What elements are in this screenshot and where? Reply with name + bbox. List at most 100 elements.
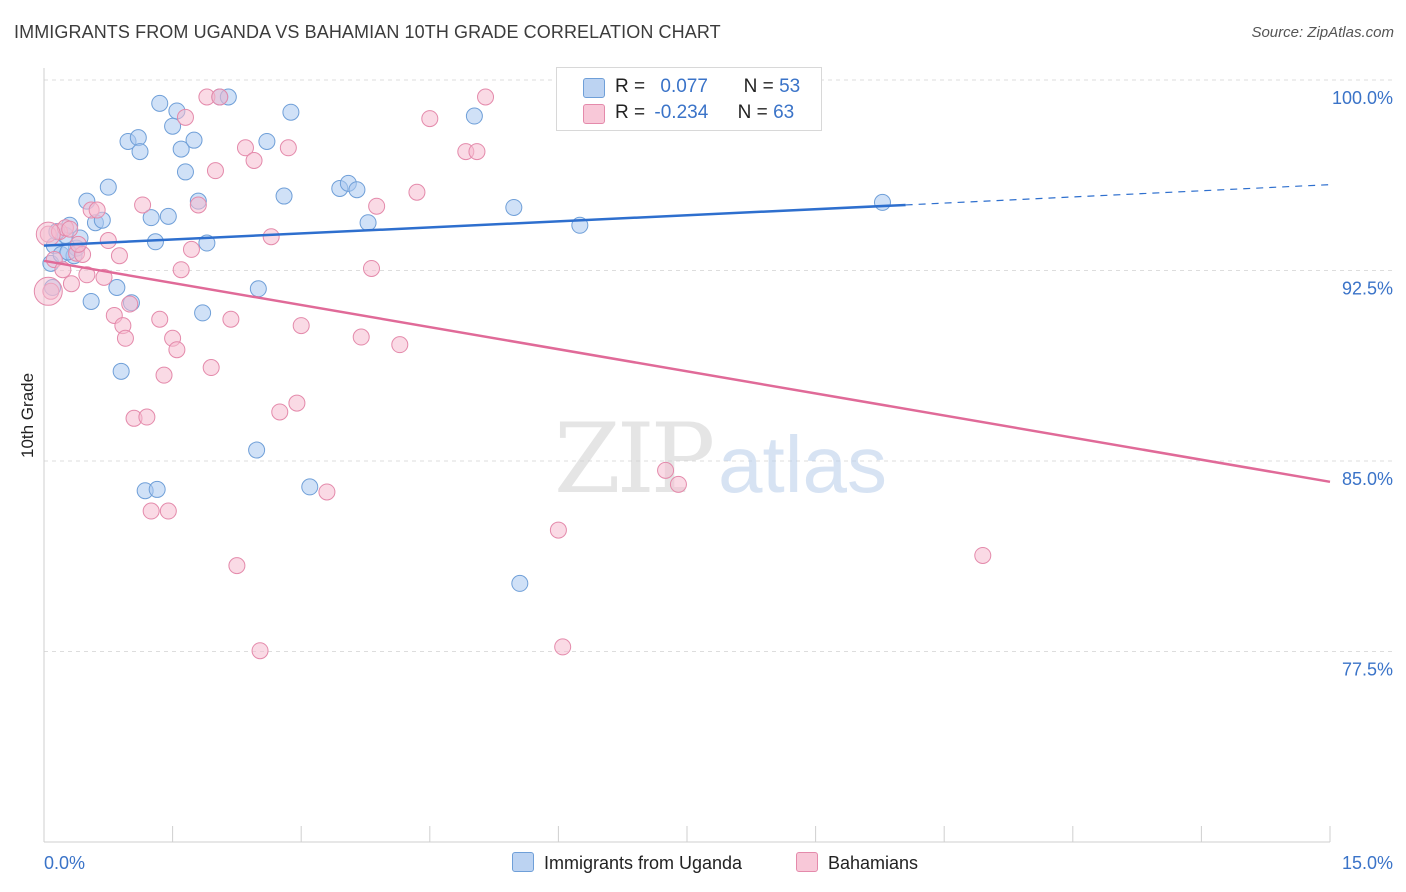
bahamian-point xyxy=(251,642,269,660)
bahamian-point xyxy=(116,329,134,347)
uganda-point xyxy=(112,362,130,380)
bahamian-point xyxy=(554,638,572,656)
bahamian-point xyxy=(222,310,240,328)
bahamian-point xyxy=(363,259,381,277)
y-axis-label: 10th Grade xyxy=(18,372,37,458)
x-tick-label: 0.0% xyxy=(44,853,85,873)
uganda-point xyxy=(142,209,160,227)
uganda-point xyxy=(129,129,147,147)
bahamian-point xyxy=(408,183,426,201)
uganda-point xyxy=(282,103,300,121)
bahamian-point xyxy=(182,240,200,258)
bahamian-point xyxy=(292,317,310,335)
uganda-trend-line xyxy=(43,203,906,247)
y-tick-label: 85.0% xyxy=(1342,469,1393,489)
legend-n-value-bahamas: 63 xyxy=(773,102,795,123)
bottom-legend-label-uganda: Immigrants from Uganda xyxy=(544,853,743,873)
uganda-point xyxy=(465,107,483,125)
uganda-point xyxy=(301,478,319,496)
axes xyxy=(43,68,1331,843)
bahamian-point xyxy=(202,359,220,377)
bahamian-point xyxy=(78,266,96,284)
bahamian-point xyxy=(176,108,194,126)
bahamian-point xyxy=(477,88,495,106)
uganda-point xyxy=(511,574,529,592)
bahamian-point xyxy=(657,461,675,479)
bahamian-point xyxy=(95,268,113,286)
bahamian-point xyxy=(271,403,289,421)
uganda-point xyxy=(131,143,149,161)
legend-r-label: R = xyxy=(615,76,646,97)
bahamian-point xyxy=(142,502,160,520)
bottom-legend-uganda: Immigrants from Uganda xyxy=(512,852,742,874)
legend-n-value-uganda: 53 xyxy=(779,76,801,97)
bahamian-point xyxy=(121,295,139,313)
bahamian-point xyxy=(279,139,297,157)
source-credit: Source: ZipAtlas.com xyxy=(1251,24,1394,41)
uganda-point xyxy=(505,198,523,216)
bahamian-point xyxy=(61,220,79,238)
bahamian-point xyxy=(99,232,117,250)
uganda-point xyxy=(275,187,293,205)
uganda-point xyxy=(99,178,117,196)
bottom-legend-swatch-uganda xyxy=(512,852,534,872)
uganda-point xyxy=(172,140,190,158)
bahamian-point xyxy=(159,502,177,520)
legend-r-value-bahamas: -0.234 xyxy=(654,102,709,123)
bahamian-cluster-point xyxy=(35,221,61,247)
bottom-legend-bahamas: Bahamians xyxy=(796,852,918,874)
bahamian-point xyxy=(138,408,156,426)
bahamian-point xyxy=(288,394,306,412)
uganda-point xyxy=(159,207,177,225)
bahamian-point xyxy=(110,247,128,265)
uganda-point xyxy=(108,279,126,296)
legend-swatch-bahamas xyxy=(583,104,605,124)
y-tick-label: 92.5% xyxy=(1342,279,1393,299)
uganda-point xyxy=(185,131,203,149)
watermark-atlas: atlas xyxy=(718,420,887,509)
bahamian-point xyxy=(88,201,106,219)
uganda-point xyxy=(82,292,100,310)
bahamian-point xyxy=(421,110,439,128)
uganda-trend-extension xyxy=(905,184,1331,206)
legend-r-value-uganda: 0.077 xyxy=(660,76,708,97)
uganda-point xyxy=(873,193,891,211)
bahamian-point xyxy=(262,228,280,246)
grid-lines xyxy=(44,79,1392,652)
bahamian-point xyxy=(228,557,246,575)
bahamian-point xyxy=(168,341,186,359)
uganda-point xyxy=(176,163,194,181)
bahamian-point xyxy=(62,275,80,293)
bottom-legend-swatch-bahamas xyxy=(796,852,818,872)
bahamian-point xyxy=(151,310,169,328)
uganda-point xyxy=(151,94,169,112)
bahamian-point xyxy=(391,336,409,354)
bottom-legend-label-bahamas: Bahamians xyxy=(828,853,919,873)
uganda-point xyxy=(148,480,166,498)
bahamian-trend-line xyxy=(43,259,1331,484)
y-tick-label: 100.0% xyxy=(1332,88,1393,108)
bahamian-cluster-point xyxy=(33,276,63,306)
bahamian-point xyxy=(318,483,336,501)
legend-r-label: R = xyxy=(615,102,646,123)
x-tick-label: 15.0% xyxy=(1342,853,1393,873)
data-points xyxy=(33,88,992,660)
bahamian-point xyxy=(211,88,229,106)
bahamian-point xyxy=(549,521,567,539)
bahamian-point xyxy=(368,197,386,215)
trend-lines xyxy=(43,184,1331,484)
bahamian-point xyxy=(155,366,173,384)
tick-labels: 100.0% 92.5% 85.0% 77.5% 0.0% 15.0% xyxy=(44,88,1393,873)
bahamian-point xyxy=(974,546,992,564)
bahamian-point xyxy=(206,162,224,180)
bahamian-point xyxy=(172,261,190,279)
watermark-zip: ZIP xyxy=(554,403,713,515)
bahamian-point xyxy=(669,475,687,493)
y-tick-label: 77.5% xyxy=(1342,660,1393,680)
bahamian-point xyxy=(189,196,207,214)
uganda-point xyxy=(248,441,266,459)
legend-n-label: N = xyxy=(737,102,768,123)
uganda-point xyxy=(249,280,267,298)
uganda-point xyxy=(258,132,276,150)
